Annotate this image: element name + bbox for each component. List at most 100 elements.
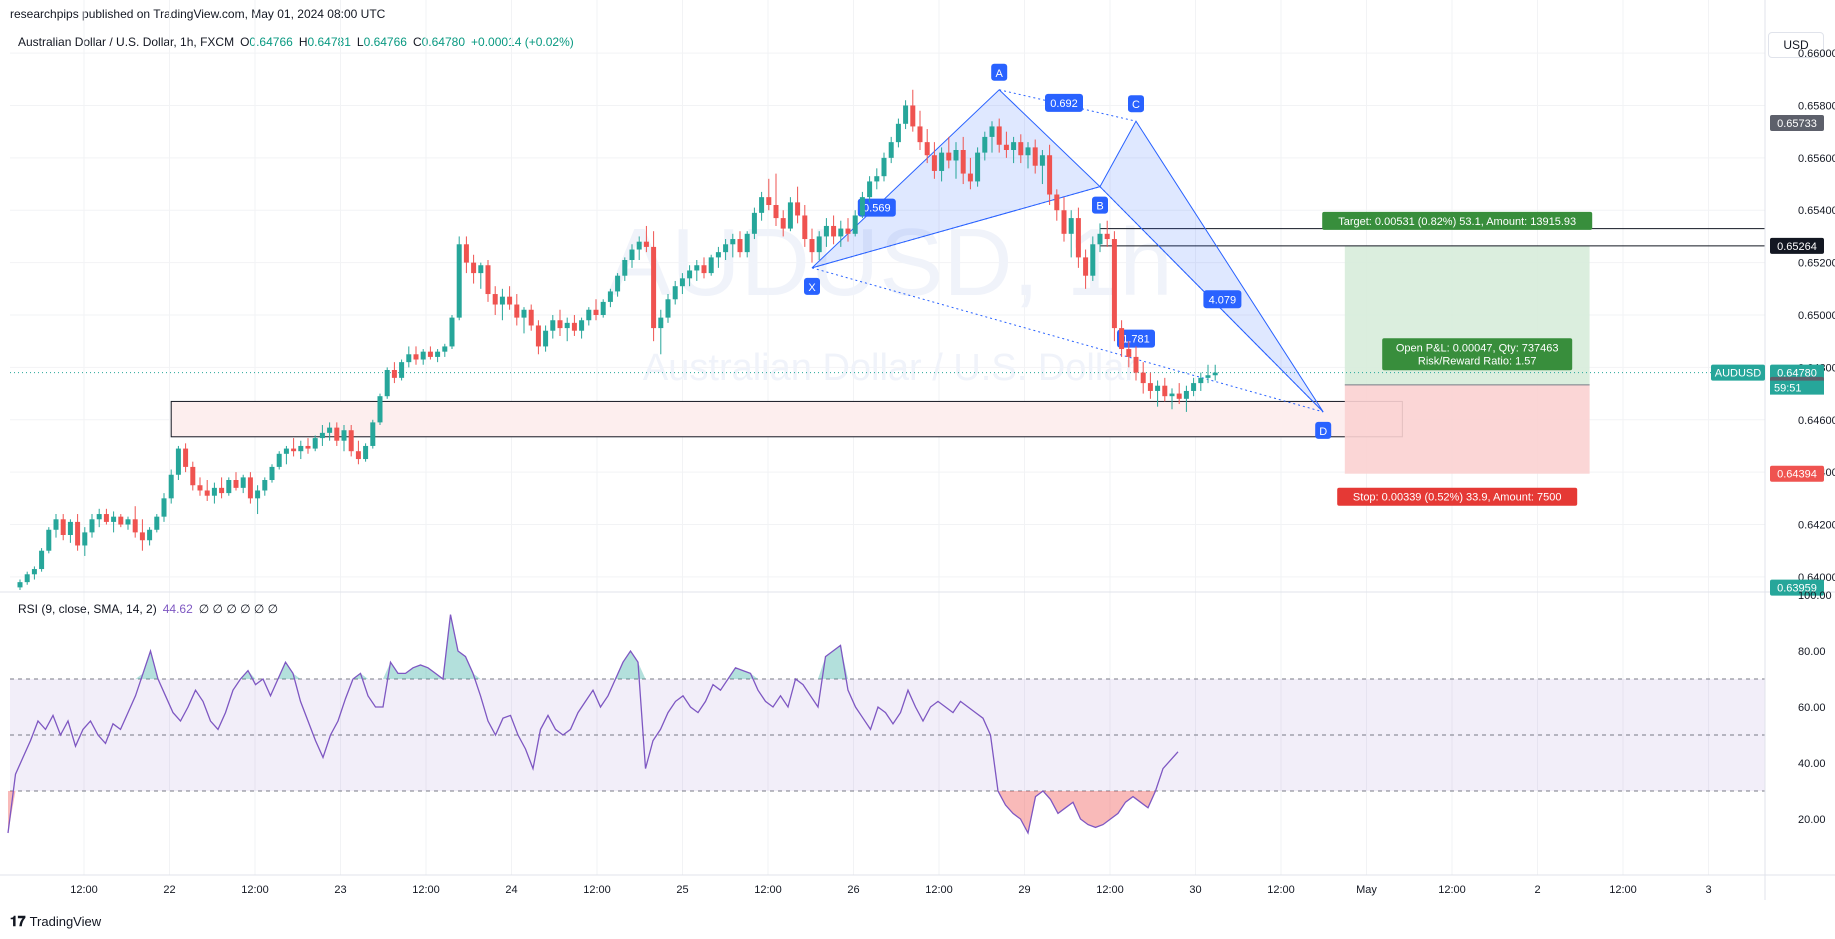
candle-body [255,490,260,498]
candle-body [918,126,923,142]
candle-body [666,299,671,317]
candle [1069,210,1074,257]
candle-body [421,352,426,360]
bcd-triangle [1100,121,1323,412]
rsi-overbought-fill [631,651,639,679]
candle [795,187,800,224]
candle-body [1213,373,1218,376]
candle-body [342,430,347,440]
rsi-line [8,615,1178,833]
time-tick-label: 30 [1189,884,1201,896]
candle-body [601,302,606,315]
rsi-label[interactable]: RSI (9, close, SMA, 14, 2) [18,602,157,616]
candle-body [133,519,138,532]
pattern-point-label: B [1096,201,1103,213]
tradingview-logo[interactable]: 𝟏𝟕 TradingView [10,913,101,930]
pattern-point-badge [1092,197,1108,214]
time-tick-label: 12:00 [1609,884,1637,896]
candle-body [817,236,822,252]
rsi-overbought-fill [451,615,459,679]
candle-body [356,451,361,459]
candle [810,229,815,263]
candle-body [788,202,793,228]
candle [889,137,894,163]
candle [104,509,109,525]
target-zone [1345,246,1590,385]
candle [25,572,30,585]
rsi-oversold-fill [1013,791,1021,819]
price-badge-bg [1770,238,1824,254]
candle-body [572,323,577,331]
candle-body [75,522,80,546]
pattern-point-b: B [1092,197,1108,214]
rsi-overbought-fill [466,657,474,679]
candle-body [867,181,872,197]
candle-body [90,519,95,532]
candle [622,257,627,281]
symbol-tag: AUDUSD [1711,365,1765,381]
pnl-box: Open P&L: 0.00047, Qty: 737463Risk/Rewar… [1382,338,1572,370]
candle [270,464,275,482]
candle [781,210,786,236]
candle-body [1112,239,1117,328]
pattern-ratio-label: 0.569 [863,203,891,215]
candle-body [968,174,973,182]
candle-body [990,126,995,136]
candle [183,443,188,472]
rsi-oversold-fill [1021,791,1029,833]
currency-button[interactable]: USD [1768,32,1824,58]
candle-body [658,318,663,328]
candle [363,443,368,461]
candle-body [651,247,656,328]
rsi-oversold-fill [1096,791,1104,827]
price-badge-bg [1770,466,1824,482]
candle-body [1018,142,1023,155]
candle-body [831,226,836,236]
candle [651,231,656,341]
candle-body [1047,155,1052,194]
rsi-oversold-fill [1118,791,1126,813]
time-tick-label: 12:00 [241,884,269,896]
candle [234,472,239,490]
candle [687,265,692,286]
candle-body [982,137,987,153]
rsi-overbought-fill [436,673,444,679]
rsi-overbought-fill [278,662,286,679]
rsi-oversold-fill [1028,791,1036,833]
candle-body [543,331,548,347]
pattern-ratio: 1.781 [1117,330,1155,348]
symbol-legend: Australian Dollar / U.S. Dollar, 1h, FXC… [18,35,574,49]
candle-body [723,244,728,252]
candle [435,349,440,362]
symbol-name[interactable]: Australian Dollar / U.S. Dollar, 1h, FXC… [18,35,234,49]
rsi-value: 44.62 [163,602,193,616]
candle-body [507,297,512,305]
candle [932,142,937,179]
candle [514,294,519,325]
candle [723,239,728,260]
time-tick-label: 12:00 [754,884,782,896]
candle [874,168,879,189]
rsi-overbought-fill [458,651,466,679]
rsi-overbought-fill [353,673,361,679]
rsi-overbought-fill [623,651,631,679]
candle-body [1062,210,1067,234]
candle-body [1105,234,1110,239]
candle-body [997,126,1002,144]
candle [291,438,296,456]
pattern-ratio: 0.569 [858,199,896,217]
candle-body [903,105,908,123]
candle-body [644,242,649,247]
candle [162,493,167,522]
candle [752,208,757,239]
candle [450,315,455,349]
candle-body [118,517,123,525]
candle-body [594,310,599,315]
rsi-oversold-fill [1103,791,1111,825]
ohlc-high: H0.64781 [299,35,351,49]
rsi-band-fill [10,679,1765,791]
candle-body [709,257,714,273]
candle [939,147,944,181]
candle-body [478,265,483,273]
